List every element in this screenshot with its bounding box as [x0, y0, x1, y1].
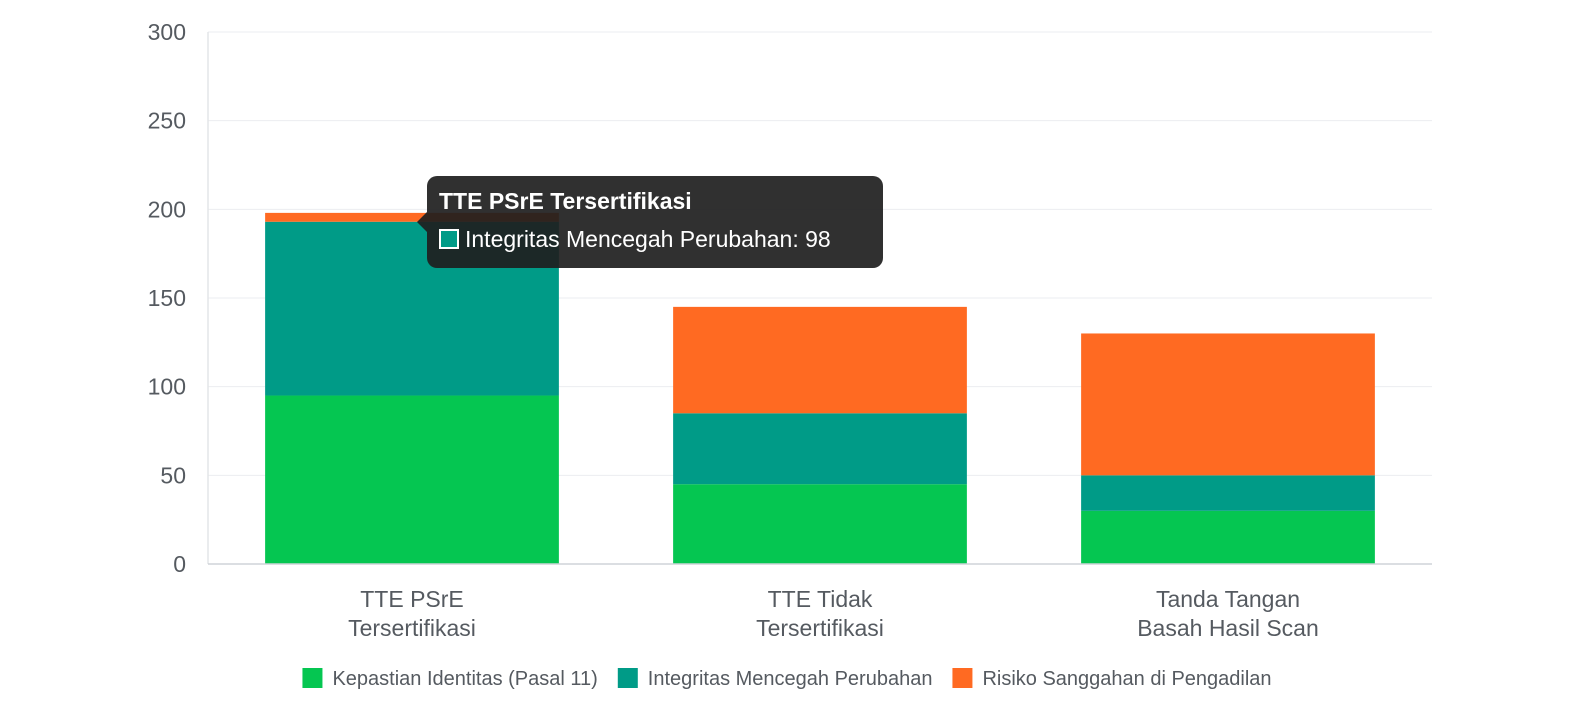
bar-segment: [1081, 475, 1375, 511]
bar-segment: [673, 413, 967, 485]
y-tick-label: 100: [148, 374, 186, 400]
legend-item: Integritas Mencegah Perubahan: [617, 668, 933, 690]
bar-segment: [673, 306, 967, 414]
tooltip-row: Integritas Mencegah Perubahan: 98: [439, 225, 871, 253]
y-tick-label: 300: [148, 19, 186, 45]
x-tick-label: TTE PSrE Tersertifikasi: [348, 586, 476, 641]
x-tick-label: Tanda Tangan Basah Hasil Scan: [1137, 586, 1319, 641]
legend-label: Kepastian Identitas (Pasal 11): [332, 668, 597, 690]
tooltip-title: TTE PSrE Tersertifikasi: [439, 188, 692, 214]
x-tick-label: TTE Tidak Tersertifikasi: [756, 586, 884, 641]
bar-segment: [673, 484, 967, 564]
bar-segment: [1081, 333, 1375, 476]
legend-item: Risiko Sanggahan di Pengadilan: [952, 668, 1272, 690]
y-tick-label: 0: [173, 551, 186, 577]
legend-items: Kepastian Identitas (Pasal 11) Integritas…: [302, 668, 1272, 690]
tooltip-label: Integritas Mencegah Perubahan: 98: [465, 226, 831, 252]
y-tick-label: 200: [148, 196, 186, 222]
y-tick-label: 150: [148, 285, 186, 311]
bar-segment: [265, 212, 559, 222]
axes: 0 50 100 150 200 250 300 TTE PSrE Tersertifikasi…: [148, 19, 1432, 641]
legend-label: Integritas Mencegah Perubahan: [648, 668, 933, 690]
legend-swatch: [952, 668, 973, 688]
tooltip-swatch: [439, 229, 459, 249]
legend-label: Risiko Sanggahan di Pengadilan: [982, 668, 1271, 690]
bar-segment: [1081, 510, 1375, 564]
legend-item: Kepastian Identitas (Pasal 11): [302, 668, 598, 690]
y-tick-label: 50: [160, 462, 186, 488]
legend: Kepastian Identitas (Pasal 11) Integritas…: [302, 668, 1272, 690]
tooltip: TTE PSrE Tersertifikasi Integritas Mence…: [417, 176, 883, 268]
bar-segment: [265, 395, 559, 564]
legend-swatch: [302, 668, 323, 688]
legend-swatch: [617, 668, 638, 688]
y-tick-label: 250: [148, 108, 186, 134]
tooltip-arrow: [417, 212, 427, 232]
